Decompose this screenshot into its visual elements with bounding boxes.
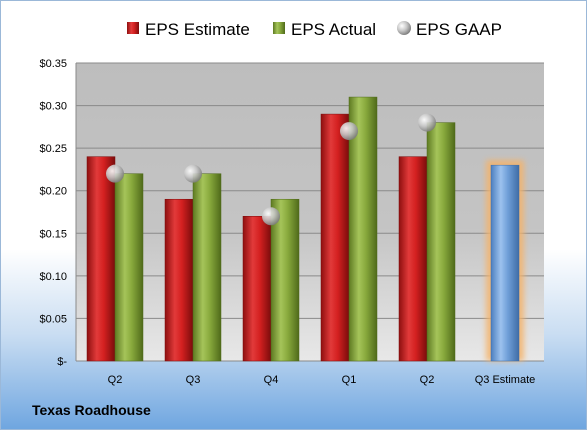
bar-eps-actual <box>114 173 144 362</box>
gridlines <box>75 62 544 362</box>
x-tick-label: Q2 <box>420 374 435 386</box>
marker-eps-gaap <box>262 207 280 226</box>
legend-swatch-actual <box>273 22 285 34</box>
company-name: Texas Roadhouse <box>32 402 151 418</box>
bar-eps-actual <box>192 173 222 362</box>
y-tick-label: $0.35 <box>39 58 67 70</box>
bar-eps-estimate <box>320 113 350 362</box>
legend-label-estimate: EPS Estimate <box>145 20 250 39</box>
y-tick-label: $- <box>57 356 67 368</box>
legend-swatch-gaap <box>397 21 411 35</box>
y-tick-label: $0.05 <box>39 313 67 325</box>
bar-eps-actual <box>348 96 378 362</box>
y-tick-label: $0.25 <box>39 143 67 155</box>
legend-label-actual: EPS Actual <box>291 20 376 39</box>
bar-eps-actual <box>426 122 456 362</box>
y-tick-label: $0.20 <box>39 186 67 198</box>
y-tick-label: $0.15 <box>39 228 67 240</box>
x-axis-ticks: Q2 Q3 Q4 Q1 Q2 Q3 Estimate <box>108 374 536 386</box>
marker-eps-gaap <box>418 113 436 132</box>
bar-eps-estimate <box>242 216 272 362</box>
bar-eps-forecast <box>490 164 520 362</box>
x-tick-label: Q4 <box>264 374 279 386</box>
bar-eps-estimate <box>86 156 116 362</box>
marker-eps-gaap <box>106 164 124 183</box>
legend-label-gaap: EPS GAAP <box>416 20 502 39</box>
x-tick-label: Q3 <box>186 374 201 386</box>
x-tick-label: Q3 Estimate <box>475 374 536 386</box>
bars <box>86 96 524 362</box>
bar-eps-actual <box>270 198 300 362</box>
marker-eps-gaap <box>184 164 202 183</box>
bar-eps-estimate <box>398 156 428 362</box>
marker-eps-gaap <box>340 122 358 141</box>
x-tick-label: Q2 <box>108 374 123 386</box>
plot-area <box>76 63 544 361</box>
x-tick-label: Q1 <box>342 374 357 386</box>
y-tick-label: $0.30 <box>39 101 67 113</box>
bar-eps-estimate <box>164 198 194 362</box>
legend-swatch-estimate <box>127 22 139 34</box>
y-axis-ticks: $- $0.05 $0.10 $0.15 $0.20 $0.25 $0.30 $0.35 <box>39 58 67 368</box>
y-tick-label: $0.10 <box>39 271 67 283</box>
legend: EPS Estimate EPS Actual EPS GAAP <box>127 20 502 39</box>
gaap-markers <box>106 113 436 226</box>
